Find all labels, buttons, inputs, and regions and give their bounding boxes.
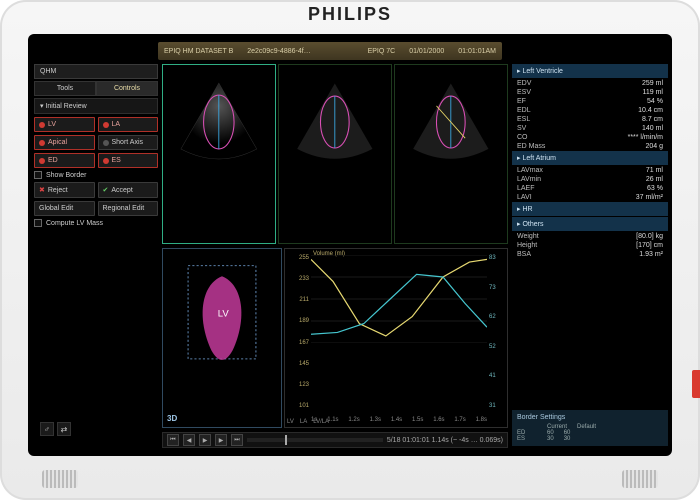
- measure-row: Weight[80.0] kg: [512, 232, 668, 241]
- monitor-bezel: PHILIPS EPIQ HM DATASET B 2e2c09c9-4886-…: [0, 0, 700, 500]
- section-initial-review[interactable]: ▾ Initial Review: [34, 98, 158, 114]
- border-settings-title: Border Settings: [517, 414, 663, 421]
- x-axis: 1s1.1s1.2s1.3s1.4s1.5s1.6s1.7s1.8s: [311, 417, 487, 423]
- y-axis-left: 255233211189167145123101: [287, 255, 309, 409]
- measure-row: CO**** l/min/m: [512, 133, 668, 142]
- echo-view-1[interactable]: [162, 64, 276, 244]
- time-label: 01:01:01AM: [458, 48, 496, 55]
- echo-fan-1: [174, 79, 264, 169]
- border-settings: Border Settings Current Default ED6060 E…: [512, 410, 668, 446]
- date-label: 01/01/2000: [409, 48, 444, 55]
- tool-male-icon[interactable]: ♂: [40, 422, 54, 436]
- measure-row: LAVI37 ml/m²: [512, 193, 668, 202]
- measure-row: SV140 ml: [512, 124, 668, 133]
- echo-views: [162, 64, 508, 244]
- chart-legend: LVLALV/LA: [287, 419, 329, 425]
- group-header[interactable]: ▸ Left Ventricle: [512, 64, 668, 78]
- btn-accept[interactable]: ✔Accept: [98, 182, 159, 198]
- btn-next[interactable]: ▶: [215, 434, 227, 446]
- heart-3d-icon: LV: [169, 255, 275, 382]
- echo-view-3[interactable]: [394, 64, 508, 244]
- measure-row: ESL8.7 cm: [512, 115, 668, 124]
- btn-lv[interactable]: LV: [34, 117, 95, 132]
- left-panel: QHM Tools Controls ▾ Initial Review LV L…: [34, 64, 158, 446]
- uid-label: 2e2c09c9-4886-4f…: [247, 48, 310, 55]
- bottom-row: LV 3D Volume (ml) 2552332111891671451231…: [162, 248, 508, 428]
- tool-strip: ♂ ⇄: [40, 422, 71, 436]
- measure-row: LAVmin26 ml: [512, 175, 668, 184]
- measure-row: EF54 %: [512, 97, 668, 106]
- scrubber[interactable]: [247, 438, 383, 442]
- transport-bar: ⏮ ◀ ▶ ▶ ⏭ 5/18 01:01:01 1.14s (~ -4s … 0…: [162, 432, 508, 448]
- measure-row: Height[170] cm: [512, 241, 668, 250]
- btn-es[interactable]: ES: [98, 153, 159, 168]
- tab-tools[interactable]: Tools: [34, 81, 96, 96]
- btn-la[interactable]: LA: [98, 117, 159, 132]
- btn-regional-edit[interactable]: Regional Edit: [98, 201, 159, 216]
- measure-row: LAEF63 %: [512, 184, 668, 193]
- tool-link-icon[interactable]: ⇄: [57, 422, 71, 436]
- btn-last[interactable]: ⏭: [231, 434, 243, 446]
- info-bar: EPIQ HM DATASET B 2e2c09c9-4886-4f… EPIQ…: [158, 42, 502, 60]
- volume-chart[interactable]: Volume (ml) 255233211189167145123101 837…: [284, 248, 508, 428]
- dataset-label: EPIQ HM DATASET B: [164, 48, 233, 55]
- echo-fan-3: [406, 79, 496, 169]
- chart-plot: [311, 255, 487, 343]
- panel-tabs: Tools Controls: [34, 81, 158, 96]
- speaker-grille-right: [622, 470, 658, 488]
- btn-reject[interactable]: ✖Reject: [34, 182, 95, 198]
- measure-row: ESV119 ml: [512, 88, 668, 97]
- group-header[interactable]: ▸ Others: [512, 217, 668, 231]
- label-3d: 3D: [167, 414, 177, 423]
- measure-row: EDV259 ml: [512, 79, 668, 88]
- btn-short-axis[interactable]: Short Axis: [98, 135, 159, 150]
- y-axis-right: 837362524131: [489, 255, 505, 409]
- panel-title: QHM: [34, 64, 158, 79]
- group-header[interactable]: ▸ HR: [512, 202, 668, 216]
- screen: EPIQ HM DATASET B 2e2c09c9-4886-4f… EPIQ…: [28, 34, 672, 456]
- btn-ed[interactable]: ED: [34, 153, 95, 168]
- transport-status: 5/18 01:01:01 1.14s (~ -4s … 0.069s): [387, 437, 503, 444]
- right-panel: ▸ Left VentricleEDV259 mlESV119 mlEF54 %…: [512, 64, 668, 446]
- chk-compute-lv-mass[interactable]: Compute LV Mass: [34, 219, 158, 227]
- group-header[interactable]: ▸ Left Atrium: [512, 151, 668, 165]
- measure-row: ED Mass204 g: [512, 142, 668, 151]
- brand-label: PHILIPS: [0, 4, 700, 25]
- echo-fan-2: [290, 79, 380, 169]
- btn-first[interactable]: ⏮: [167, 434, 179, 446]
- btn-apical[interactable]: Apical: [34, 135, 95, 150]
- btn-prev[interactable]: ◀: [183, 434, 195, 446]
- device-label: EPIQ 7C: [368, 48, 396, 55]
- btn-global-edit[interactable]: Global Edit: [34, 201, 95, 216]
- speaker-grille-left: [42, 470, 78, 488]
- tab-controls[interactable]: Controls: [96, 81, 158, 96]
- svg-text:LV: LV: [218, 308, 230, 319]
- btn-play[interactable]: ▶: [199, 434, 211, 446]
- view-3d[interactable]: LV 3D: [162, 248, 282, 428]
- echo-view-2[interactable]: [278, 64, 392, 244]
- measure-row: LAVmax71 ml: [512, 166, 668, 175]
- chk-show-border[interactable]: Show Border: [34, 171, 158, 179]
- measure-row: BSA1.93 m²: [512, 250, 668, 259]
- power-tab[interactable]: [692, 370, 700, 398]
- measure-row: EDL10.4 cm: [512, 106, 668, 115]
